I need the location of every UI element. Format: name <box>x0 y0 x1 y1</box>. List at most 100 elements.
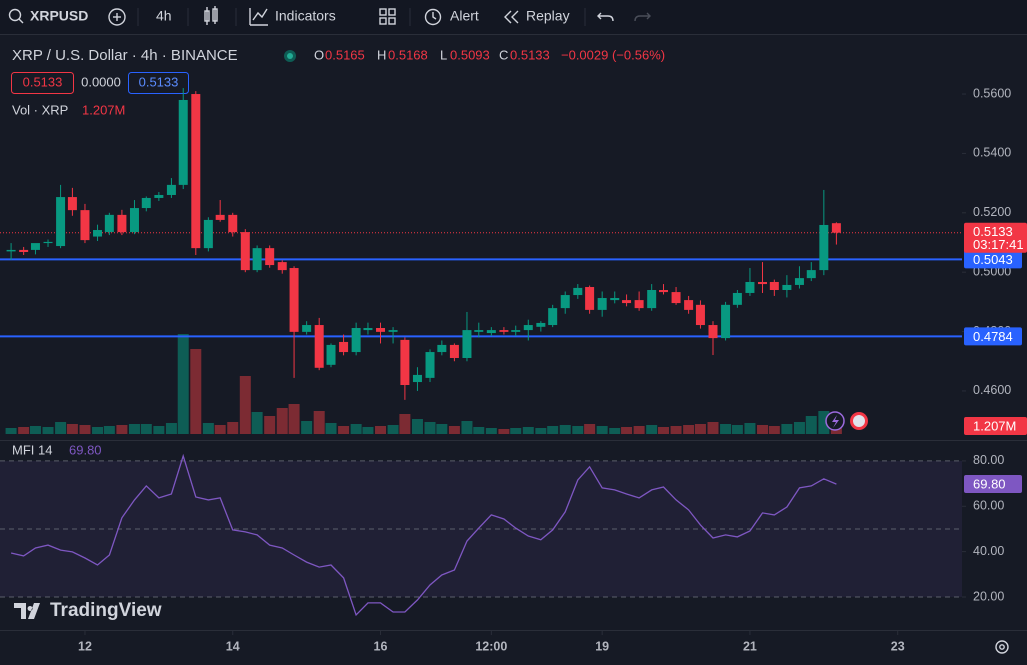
event-icon <box>832 415 839 428</box>
volume-badge <box>964 417 1027 435</box>
replay-label[interactable]: Replay <box>526 8 570 24</box>
volume-bar <box>485 428 497 434</box>
volume-bar <box>805 416 817 434</box>
volume-bar <box>103 426 115 434</box>
volume-bar <box>29 426 41 434</box>
volume-bar <box>547 426 559 434</box>
volume-bar <box>214 425 226 434</box>
volume-bar <box>66 424 78 434</box>
event-icons <box>825 411 868 431</box>
volume-bar <box>830 427 842 434</box>
compare-button[interactable] <box>108 8 126 26</box>
candle-body <box>671 292 681 304</box>
alert-icon <box>424 8 442 26</box>
volume-bar <box>522 427 534 434</box>
volume-bar <box>621 427 633 434</box>
legend-change: −0.0029 (−0.56%) <box>561 47 665 62</box>
volume-bar <box>657 427 669 434</box>
candle-body <box>782 284 792 290</box>
candle-body <box>6 249 16 252</box>
volume-bar <box>818 411 830 434</box>
candle-body <box>67 197 77 211</box>
volume-bar <box>288 404 300 434</box>
volume-bar <box>596 426 608 434</box>
candle-body <box>486 330 496 334</box>
candle-body <box>745 281 755 293</box>
plot: 1.207M0.56000.54000.52000.50000.48000.46… <box>0 86 1027 653</box>
y-tick-label: 0.5400 <box>973 146 1011 160</box>
buy-box[interactable] <box>128 72 189 94</box>
volume-bar <box>572 426 584 434</box>
volume-bar <box>584 424 596 434</box>
volume-bar <box>694 424 706 434</box>
volume-bar <box>227 422 239 434</box>
legend-l-label: L <box>440 47 447 62</box>
last-price-label: 0.5133 <box>973 224 1013 239</box>
volume-value: 1.207M <box>82 102 125 117</box>
volume-bar <box>461 421 473 434</box>
x-tick-label: 19 <box>595 639 609 653</box>
candle-body <box>277 262 287 271</box>
alert-button[interactable]: Alert <box>424 8 479 26</box>
undo-button[interactable] <box>597 12 614 22</box>
volume-bar <box>177 334 189 434</box>
symbol[interactable]: XRPUSD <box>30 8 88 24</box>
volume-bar <box>473 427 485 434</box>
volume-bar <box>55 422 67 434</box>
volume-bar <box>707 422 719 434</box>
y-tick-label: 40.00 <box>973 544 1004 558</box>
mfi-value: 69.80 <box>69 442 102 457</box>
candle-body <box>43 241 53 244</box>
candle-body <box>610 298 620 301</box>
candle-body <box>684 300 694 310</box>
candle-body <box>548 308 558 326</box>
replay-button[interactable]: Replay <box>504 8 570 24</box>
candle-body <box>819 224 829 271</box>
candle-body <box>511 330 521 332</box>
indicators-label[interactable]: Indicators <box>275 8 336 24</box>
candle-body <box>437 344 447 353</box>
alert-label[interactable]: Alert <box>450 8 479 24</box>
buy-price[interactable]: 0.5133 <box>139 74 179 89</box>
indicators-button[interactable]: Indicators <box>249 8 336 26</box>
spread: 0.0000 <box>81 74 121 89</box>
candle-body <box>178 99 188 185</box>
sell-price[interactable]: 0.5133 <box>23 74 63 89</box>
candle-body <box>154 194 164 198</box>
mfi-badge <box>964 475 1022 494</box>
legend-high: 0.5168 <box>388 47 428 62</box>
volume-bar <box>128 424 140 434</box>
candle-body <box>93 230 103 237</box>
interval[interactable]: 4h <box>156 8 172 24</box>
x-tick-label: 14 <box>226 639 240 653</box>
volume-bar <box>633 426 645 434</box>
layouts-button[interactable] <box>379 8 396 25</box>
legend-c-label: C <box>499 47 508 62</box>
y-tick-label: 0.4600 <box>973 383 1011 397</box>
chart-type-button[interactable] <box>204 6 218 25</box>
volume-bar <box>140 424 152 434</box>
candle-body <box>166 184 176 195</box>
volume-bar <box>375 426 387 434</box>
sell-box[interactable] <box>11 72 74 94</box>
legend: XRP / U.S. Dollar · 4h · BINANCE O 0.516… <box>11 47 665 117</box>
brand-name: TradingView <box>50 600 162 621</box>
volume-bar <box>301 421 313 434</box>
volume-bar <box>92 427 104 434</box>
flag-icon <box>853 415 865 427</box>
volume-bar <box>424 422 436 434</box>
logo-icon <box>14 603 40 619</box>
volume-badge-label: 1.207M <box>973 418 1016 433</box>
mfi-title: MFI 14 <box>12 442 52 457</box>
candle-body <box>400 339 410 386</box>
settings-button[interactable] <box>995 640 1009 654</box>
candle-body <box>412 374 422 383</box>
redo-button[interactable] <box>634 12 651 22</box>
search-icon <box>8 8 22 22</box>
candle-body <box>141 197 151 209</box>
alert-icon <box>432 12 437 20</box>
candle-body <box>314 325 324 368</box>
candle-body <box>326 344 336 365</box>
symbol-search[interactable]: XRPUSD <box>8 8 89 24</box>
